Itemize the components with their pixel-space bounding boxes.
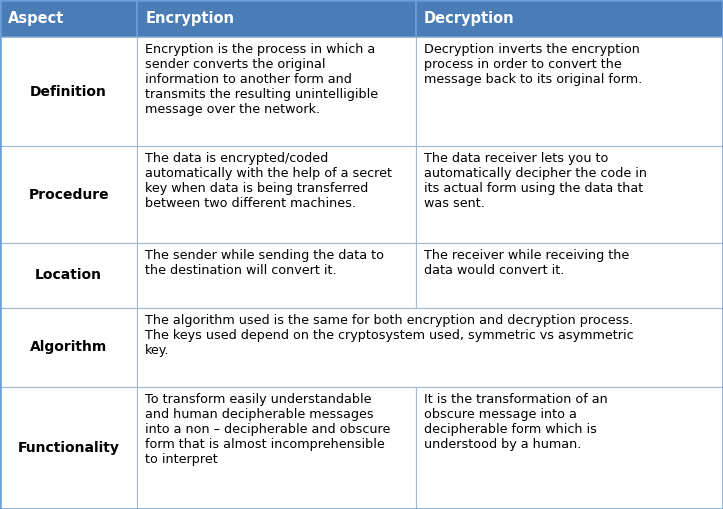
Bar bbox=[0, 146, 137, 243]
Bar bbox=[0, 387, 137, 509]
Text: Aspect: Aspect bbox=[8, 11, 64, 26]
Text: Definition: Definition bbox=[30, 84, 107, 99]
Bar bbox=[137, 307, 723, 387]
Bar bbox=[137, 243, 416, 307]
Text: Encryption is the process in which a
sender converts the original
information to: Encryption is the process in which a sen… bbox=[145, 43, 378, 116]
Text: Algorithm: Algorithm bbox=[30, 340, 107, 354]
Bar bbox=[0, 307, 137, 387]
Text: Functionality: Functionality bbox=[18, 441, 119, 455]
Bar bbox=[137, 387, 416, 509]
Bar bbox=[416, 243, 723, 307]
Bar bbox=[0, 37, 137, 146]
Text: The data receiver lets you to
automatically decipher the code in
its actual form: The data receiver lets you to automatica… bbox=[424, 152, 646, 210]
Text: Encryption: Encryption bbox=[145, 11, 234, 26]
Bar bbox=[0, 0, 137, 37]
Text: Location: Location bbox=[35, 268, 102, 282]
Bar bbox=[416, 0, 723, 37]
Bar bbox=[137, 0, 416, 37]
Text: The receiver while receiving the
data would convert it.: The receiver while receiving the data wo… bbox=[424, 249, 629, 277]
Bar bbox=[137, 146, 416, 243]
Bar bbox=[137, 37, 416, 146]
Text: To transform easily understandable
and human decipherable messages
into a non – : To transform easily understandable and h… bbox=[145, 393, 390, 466]
Bar bbox=[0, 243, 137, 307]
Text: Decryption: Decryption bbox=[424, 11, 514, 26]
Bar bbox=[416, 37, 723, 146]
Bar bbox=[416, 146, 723, 243]
Text: The data is encrypted/coded
automatically with the help of a secret
key when dat: The data is encrypted/coded automaticall… bbox=[145, 152, 393, 210]
Text: It is the transformation of an
obscure message into a
decipherable form which is: It is the transformation of an obscure m… bbox=[424, 393, 607, 451]
Text: The algorithm used is the same for both encryption and decryption process.
The k: The algorithm used is the same for both … bbox=[145, 314, 634, 357]
Bar bbox=[416, 387, 723, 509]
Text: Decryption inverts the encryption
process in order to convert the
message back t: Decryption inverts the encryption proces… bbox=[424, 43, 642, 86]
Text: The sender while sending the data to
the destination will convert it.: The sender while sending the data to the… bbox=[145, 249, 385, 277]
Text: Procedure: Procedure bbox=[28, 188, 109, 202]
